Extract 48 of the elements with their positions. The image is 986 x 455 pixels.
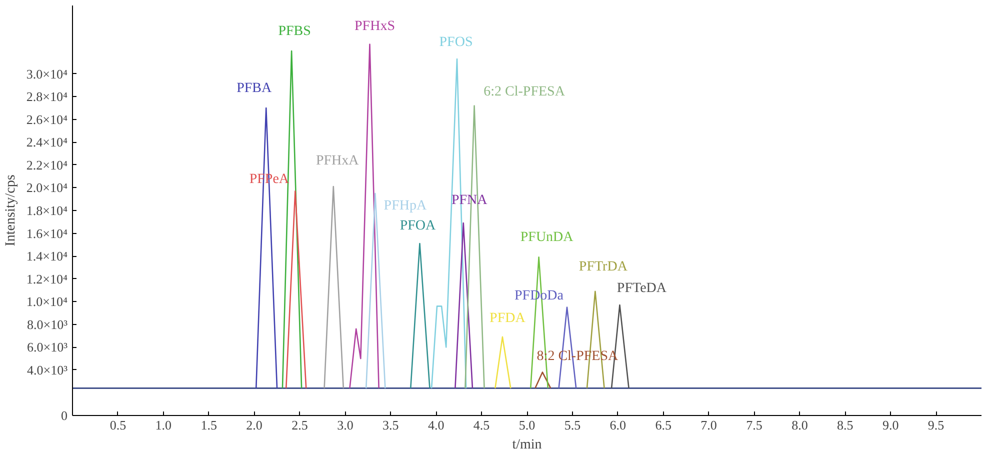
series-label: PFTeDA <box>616 281 668 296</box>
y-tick-label: 1.0×10⁴ <box>26 294 68 310</box>
x-axis-title: t/min <box>512 438 542 452</box>
y-tick-label: 3.0×10⁴ <box>26 66 68 82</box>
series-label: PFBS <box>278 24 311 40</box>
x-tick-label: 1.5 <box>200 418 217 432</box>
x-tick-label: 9.0 <box>882 418 899 432</box>
y-tick-label: 1.4×10⁴ <box>26 248 68 264</box>
series-label: PFHxS <box>354 19 395 34</box>
series-label: 6:2 Cl-PFESA <box>484 84 566 100</box>
y-tick-label: 2.4×10⁴ <box>26 134 68 150</box>
y-tick-label: 0 <box>61 408 68 423</box>
y-tick-label: 2.0×10⁴ <box>26 180 68 196</box>
x-tick-label: 7.5 <box>746 418 762 432</box>
y-tick-label: 2.6×10⁴ <box>26 112 68 127</box>
series-label: PFHpA <box>384 198 428 214</box>
y-tick-label: 1.6×10⁴ <box>26 226 68 241</box>
x-tick-label: 5.5 <box>564 418 581 432</box>
x-tick-label: 4.0 <box>428 418 444 432</box>
x-tick-label: 0.5 <box>110 418 126 432</box>
y-tick-label: 6.0×10³ <box>27 340 68 355</box>
x-tick-label: 7.0 <box>700 418 717 432</box>
x-tick-label: 3.0 <box>337 418 354 432</box>
x-tick-label: 1.0 <box>155 418 172 432</box>
y-axis-title: Intensity/cps <box>3 174 18 246</box>
series-label: PFUnDA <box>520 230 574 246</box>
x-tick-label: 4.5 <box>473 418 490 432</box>
series-label: PFOA <box>400 218 437 234</box>
y-tick-label: 1.2×10⁴ <box>26 271 68 286</box>
x-tick-label: 5.0 <box>518 418 536 432</box>
y-tick-label: 2.2×10⁴ <box>26 157 68 172</box>
y-tick-label: 2.8×10⁴ <box>26 89 68 104</box>
series-label: PFHxA <box>316 154 360 169</box>
y-tick-label: 8.0×10³ <box>27 316 68 332</box>
x-tick-label: 8.0 <box>792 418 808 432</box>
x-tick-label: 2.0 <box>246 418 262 432</box>
x-tick-label: 8.5 <box>837 418 854 432</box>
x-tick-label: 9.5 <box>928 418 944 432</box>
series-label: PFOS <box>439 35 473 50</box>
y-tick-label: 1.8×10⁴ <box>26 203 68 218</box>
x-tick-label: 3.5 <box>382 418 399 432</box>
x-tick-label: 6.5 <box>655 418 672 432</box>
x-tick-label: 6.0 <box>610 418 626 432</box>
y-tick-label: 4.0×10³ <box>27 362 68 378</box>
x-tick-label: 2.5 <box>292 418 308 432</box>
series-label: PFBA <box>236 81 273 96</box>
series-label: PFDA <box>490 310 526 326</box>
series-label: PFTrDA <box>578 259 628 274</box>
